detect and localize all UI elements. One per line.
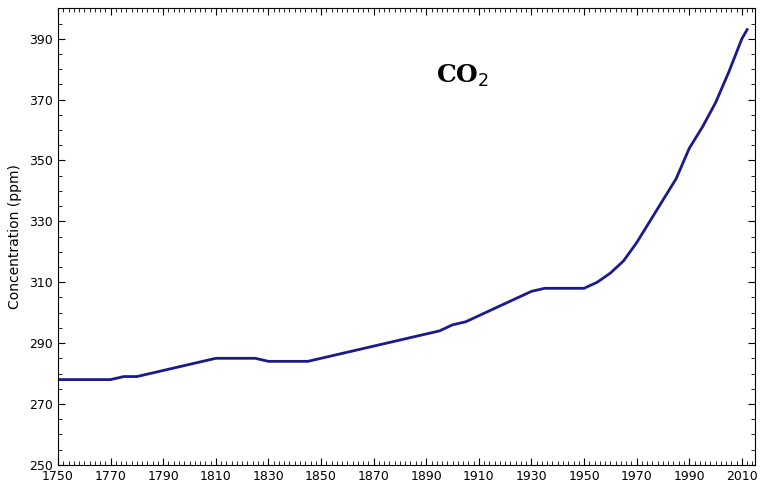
Text: CO$_2$: CO$_2$ bbox=[435, 63, 489, 89]
Y-axis label: Concentration (ppm): Concentration (ppm) bbox=[8, 164, 22, 309]
